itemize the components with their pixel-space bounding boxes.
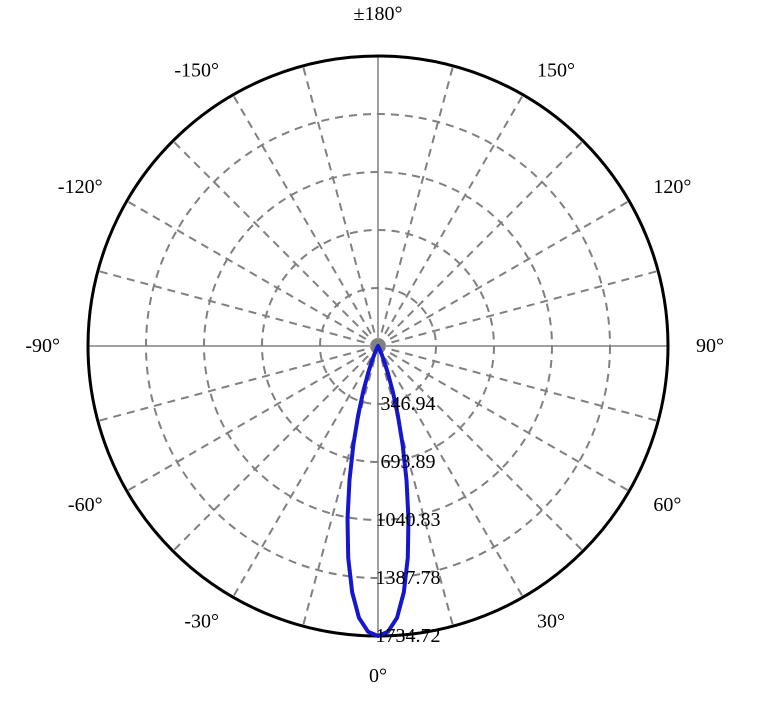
radial-label: 693.89 [381,451,436,473]
angle-label: -150° [174,60,219,82]
radial-label: 1734.72 [376,625,441,647]
angle-label: 150° [537,60,575,82]
angle-label: -120° [58,176,103,198]
angle-label: 0° [369,665,387,687]
angle-label: 120° [653,176,691,198]
angle-label: -30° [184,610,219,632]
angle-label: 90° [696,335,724,357]
angle-label: -60° [68,494,103,516]
angle-label: ±180° [354,3,403,25]
radial-label: 1040.83 [376,509,441,531]
angle-label: 30° [537,610,565,632]
radial-label: 346.94 [381,393,436,415]
radial-label: 1387.78 [376,567,441,589]
polar-chart-container: 0° 30° 60° 90° 120° 150° ±180° -150° -120° -90° -6… [0,0,757,703]
angle-label: -90° [25,335,60,357]
angle-label: 60° [653,494,681,516]
polar-chart: 0° 30° 60° 90° 120° 150° ±180° -150° -120° -90° -6… [0,0,757,703]
